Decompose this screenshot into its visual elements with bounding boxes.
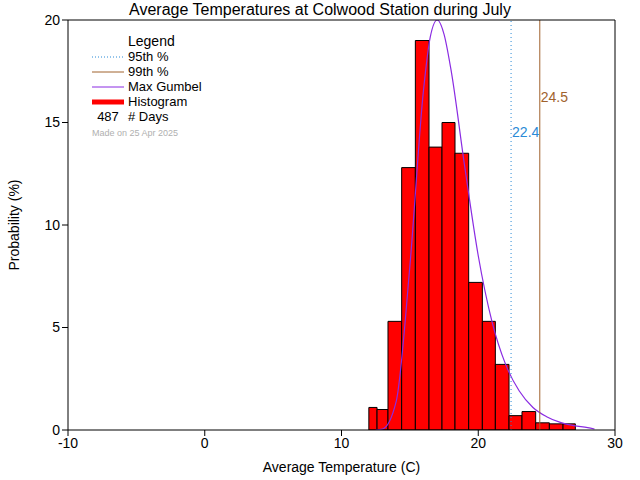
svg-text:20: 20	[44, 12, 60, 28]
html-text:Max Gumbel: Max Gumbel	[128, 79, 202, 94]
svg-text:30: 30	[607, 435, 623, 451]
svg-text:0: 0	[201, 435, 209, 451]
html-text:Legend: Legend	[128, 33, 175, 49]
html-text:Average Temperatures at Colwoo: Average Temperatures at Colwood Station …	[129, 1, 511, 18]
svg-text:15: 15	[44, 114, 60, 130]
html-text:95th %: 95th %	[128, 49, 169, 64]
html-text:99th %: 99th %	[128, 64, 169, 79]
svg-text:24.5: 24.5	[541, 89, 568, 105]
svg-text:22.4: 22.4	[512, 124, 539, 140]
html-text:Histogram: Histogram	[128, 94, 188, 109]
svg-text:10: 10	[334, 435, 350, 451]
svg-text:-10: -10	[58, 435, 78, 451]
html-text:Made on 25 Apr 2025: Made on 25 Apr 2025	[92, 128, 179, 138]
svg-text:0: 0	[52, 422, 60, 438]
svg-text:10: 10	[44, 217, 60, 233]
html-text:487: 487	[97, 109, 119, 124]
svg-text:20: 20	[470, 435, 486, 451]
svg-text:Probability (%): Probability (%)	[8, 179, 22, 270]
svg-text:Average Temperature (C): Average Temperature (C)	[263, 459, 420, 475]
html-text:# Days: # Days	[128, 109, 169, 124]
svg-text:5: 5	[52, 319, 60, 335]
